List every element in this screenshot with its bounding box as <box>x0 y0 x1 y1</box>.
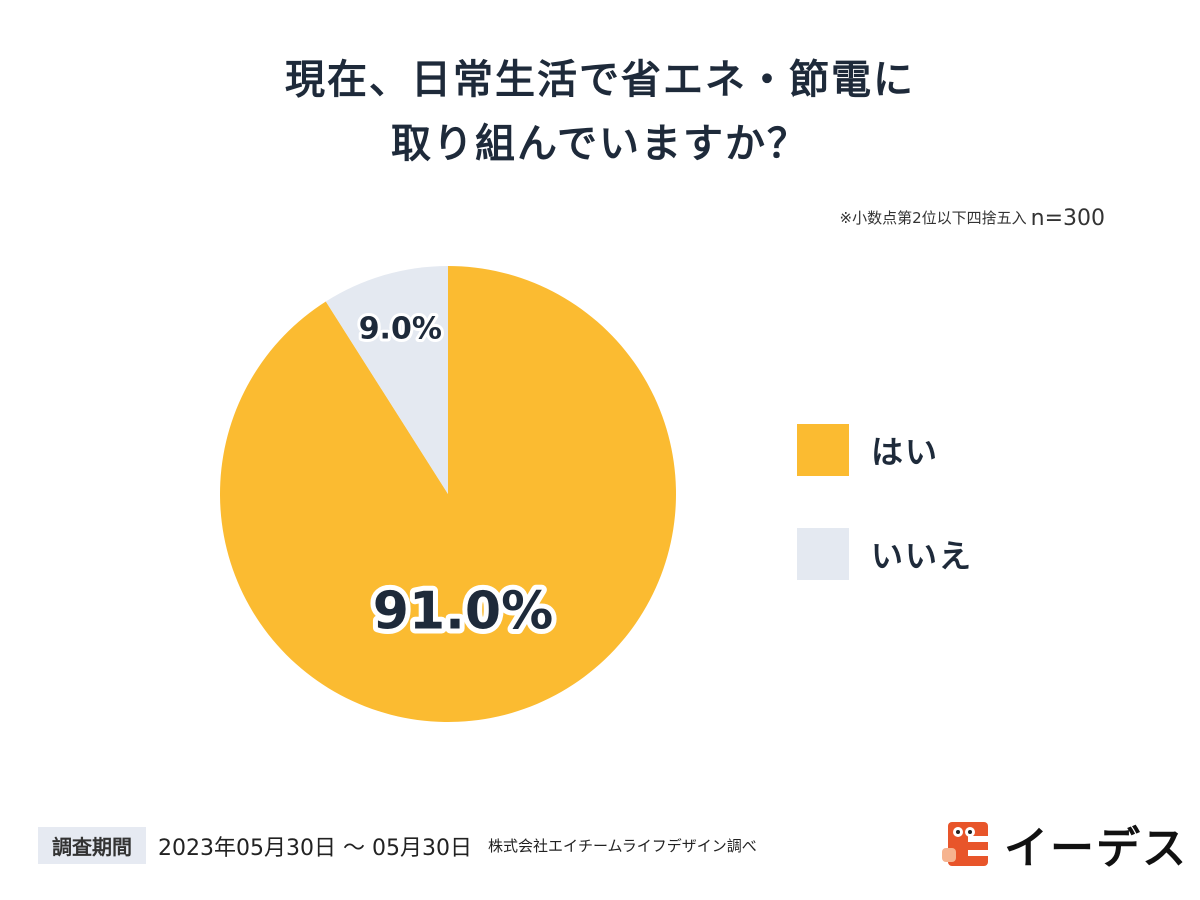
survey-dates: 2023年05月30日 〜 05月30日 <box>158 835 472 861</box>
legend-label-no: いいえ <box>871 537 974 575</box>
pie-value-label-yes: 91.0% <box>373 581 553 641</box>
legend-item-no: いいえ <box>797 528 973 580</box>
brand-logo-text: イーデス <box>1004 823 1188 874</box>
title-line-2: 取り組んでいますか？ <box>391 121 809 167</box>
brand-logo: イーデス <box>940 812 1188 876</box>
rounding-note-text: ※小数点第2位以下四捨五入 <box>839 209 1027 227</box>
rounding-note: ※小数点第2位以下四捨五入 n=300 <box>840 206 1106 231</box>
sample-size: n=300 <box>1030 206 1105 231</box>
chart-title: 現在、日常生活で省エネ・節電に 取り組んでいますか？ <box>0 48 1200 176</box>
edes-logo-icon <box>942 822 988 866</box>
title-line-1: 現在、日常生活で省エネ・節電に <box>285 57 915 103</box>
legend: はい いいえ <box>797 424 973 632</box>
legend-label-yes: はい <box>871 433 940 471</box>
legend-item-yes: はい <box>797 424 973 476</box>
survey-source: 株式会社エイチームライフデザイン調べ <box>487 837 757 855</box>
pie-value-label-no: 9.0% <box>359 311 442 346</box>
legend-swatch-yes <box>797 424 849 476</box>
legend-swatch-no <box>797 528 849 580</box>
pie-slice-no <box>325 266 448 494</box>
survey-footer: 調査期間 2023年05月30日 〜 05月30日 株式会社エイチームライフデザ… <box>38 827 757 864</box>
pie-slice-yes <box>219 266 676 722</box>
survey-period-label: 調査期間 <box>38 827 146 864</box>
